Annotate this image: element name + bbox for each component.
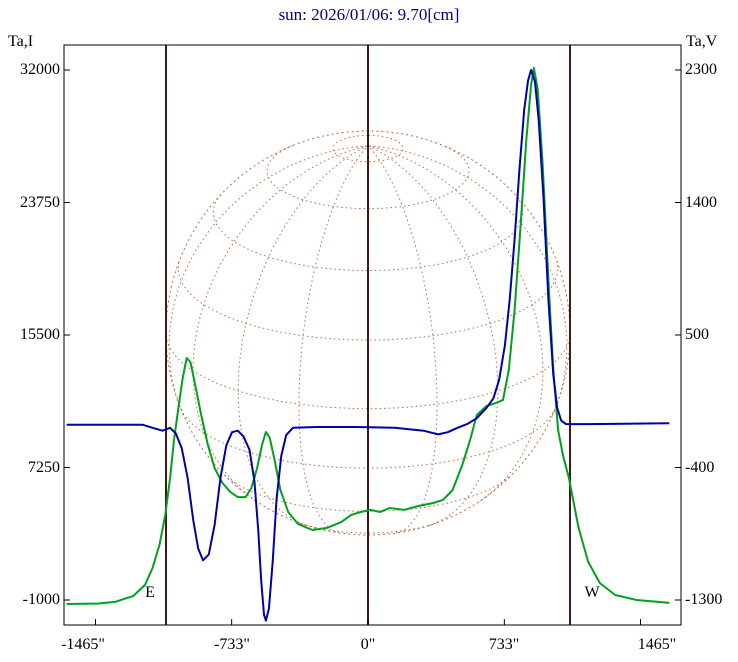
left-tick-4: -1000 [22, 591, 60, 608]
sun-longitude-line [298, 145, 369, 534]
right-tick-0: 2300 [685, 61, 717, 78]
sun-latitude-line [266, 145, 470, 210]
west-limb-label: W [584, 584, 600, 601]
sun-longitude-line [367, 145, 568, 416]
sun-latitude-line [165, 335, 571, 410]
series-ta-i-line [66, 66, 670, 605]
left-tick-0: 32000 [20, 61, 60, 78]
sun-longitude-line [367, 145, 438, 534]
left-tick-3: 7250 [28, 459, 60, 476]
sun-longitude-line [367, 145, 499, 527]
sun-longitude-line [192, 145, 369, 502]
left-axis-title: Ta,I [8, 33, 34, 50]
sun-longitude-line [168, 145, 369, 416]
right-axis-title: Ta,V [686, 33, 718, 50]
chart-title: sun: 2026/01/06: 9.70[cm] [278, 5, 460, 24]
x-tick-2: 0" [360, 636, 376, 653]
tick-marks [64, 69, 681, 625]
x-tick-1: -733" [214, 636, 250, 653]
right-tick-2: 500 [685, 326, 709, 343]
reference-vlines [165, 45, 571, 625]
left-tick-2: 15500 [20, 326, 60, 343]
x-tick-3: 733" [488, 636, 520, 653]
series-ta-v-line [66, 69, 670, 622]
right-tick-3: -400 [685, 459, 715, 476]
x-tick-4: 1465" [637, 636, 677, 653]
sun-longitude-line [237, 145, 369, 527]
left-tick-1: 23750 [20, 194, 60, 211]
x-tick-0: -1465" [61, 636, 105, 653]
plot-frame [63, 44, 682, 626]
sun-latitude-line [177, 261, 559, 341]
right-tick-1: 1400 [685, 194, 717, 211]
east-limb-label: E [145, 584, 155, 601]
right-tick-4: -1300 [685, 591, 723, 608]
